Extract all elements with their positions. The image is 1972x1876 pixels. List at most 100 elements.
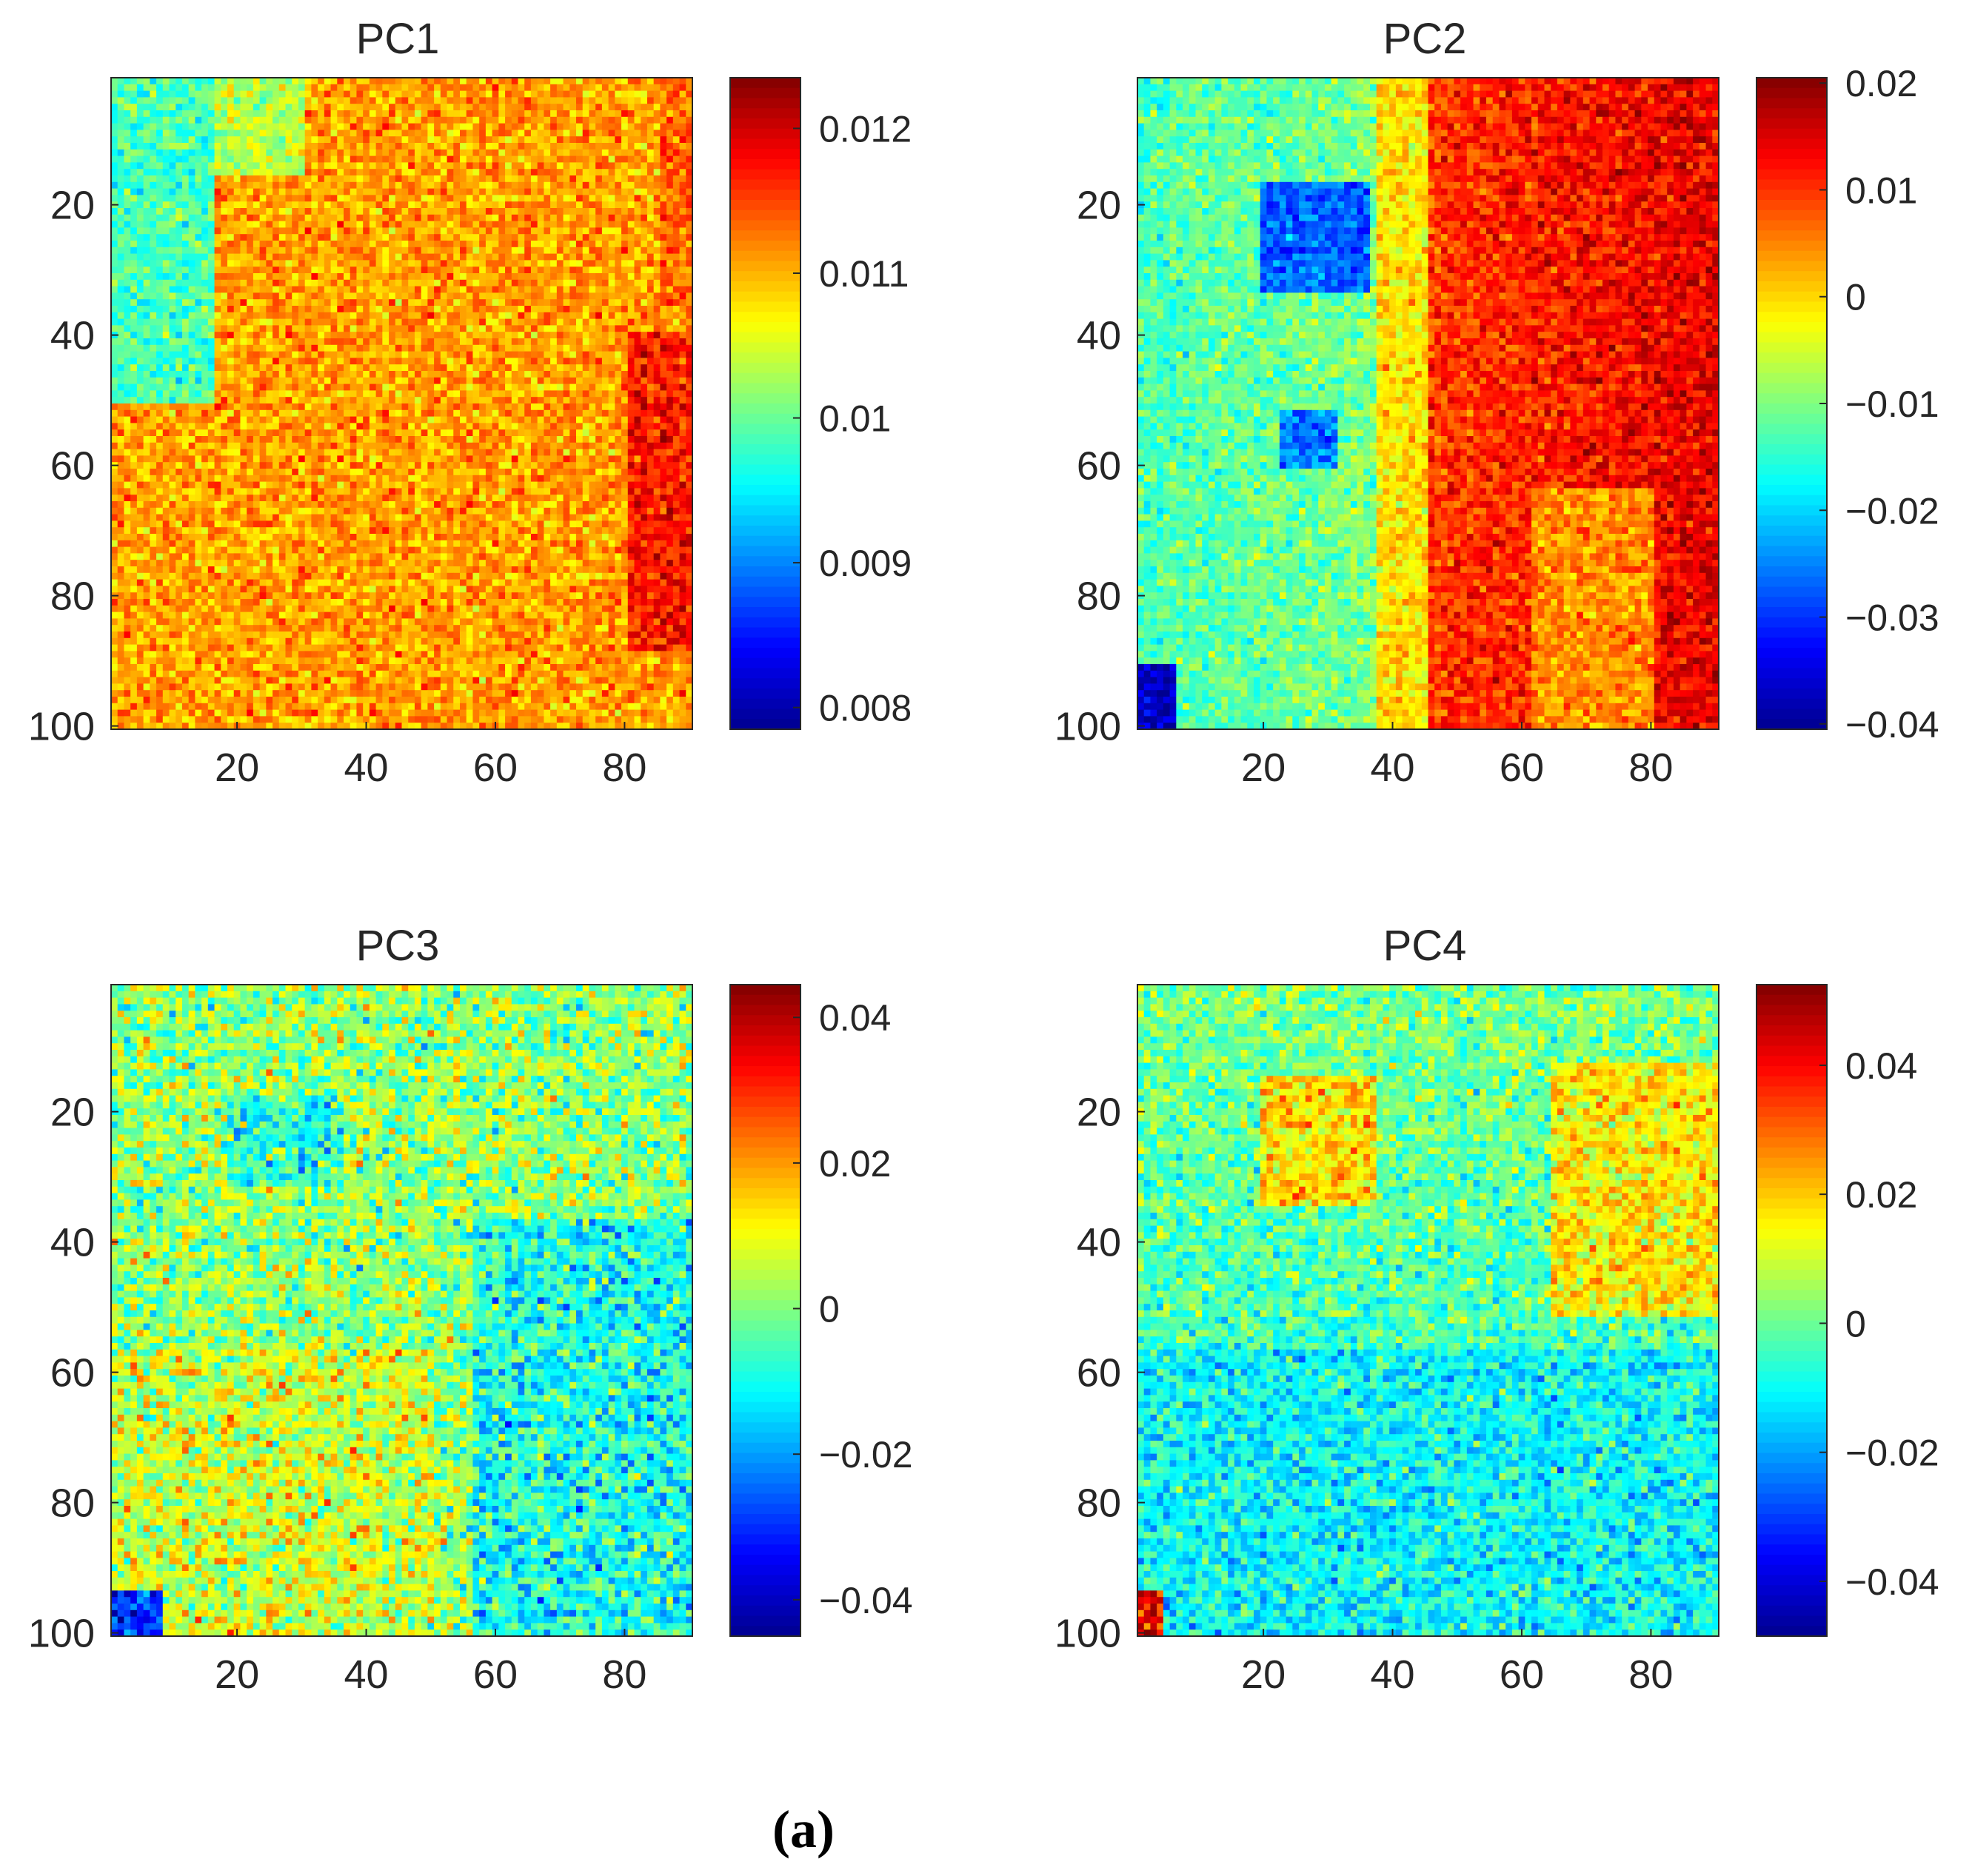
heatmap-cell	[447, 423, 454, 429]
heatmap-cell	[253, 417, 260, 423]
heatmap-cell	[260, 378, 267, 384]
heatmap-cell	[234, 306, 241, 312]
heatmap-cell	[453, 306, 460, 312]
heatmap-cell	[680, 352, 686, 358]
heatmap-cell	[189, 124, 195, 130]
heatmap-cell	[286, 130, 293, 136]
heatmap-cell	[492, 84, 499, 91]
heatmap-cell	[395, 358, 402, 364]
heatmap-cell	[137, 378, 144, 384]
heatmap-cell	[550, 378, 557, 384]
heatmap-cell	[292, 306, 298, 312]
heatmap-cell	[298, 162, 305, 169]
heatmap-cell	[324, 378, 331, 384]
heatmap-cell	[156, 150, 163, 156]
heatmap-cell	[673, 423, 680, 429]
heatmap-cell	[479, 292, 486, 299]
heatmap-cell	[666, 189, 673, 195]
heatmap-cell	[505, 332, 512, 338]
heatmap-cell	[538, 195, 544, 201]
heatmap-cell	[569, 169, 576, 175]
heatmap-cell	[479, 130, 486, 136]
heatmap-cell	[286, 384, 293, 391]
heatmap-cell	[467, 156, 473, 163]
heatmap-cell	[635, 227, 641, 234]
heatmap-cell	[260, 150, 267, 156]
heatmap-cell	[447, 169, 454, 175]
heatmap-cell	[512, 104, 518, 110]
heatmap-cell	[350, 201, 357, 208]
heatmap-cell	[247, 384, 253, 391]
heatmap-cell	[531, 241, 538, 247]
heatmap-cell	[505, 91, 512, 98]
heatmap-cell	[550, 84, 557, 91]
heatmap-cell	[266, 358, 273, 364]
heatmap-cell	[389, 423, 395, 429]
heatmap-cell	[118, 325, 124, 332]
heatmap-cell	[531, 124, 538, 130]
heatmap-cell	[144, 319, 150, 326]
heatmap-cell	[498, 156, 505, 163]
heatmap-cell	[363, 201, 370, 208]
heatmap-cell	[318, 397, 324, 403]
heatmap-cell	[163, 319, 170, 326]
heatmap-cell	[453, 378, 460, 384]
heatmap-cell	[564, 338, 570, 345]
heatmap-cell	[589, 273, 595, 280]
heatmap-cell	[531, 136, 538, 143]
heatmap-cell	[447, 241, 454, 247]
heatmap-cell	[376, 345, 383, 352]
heatmap-cell	[318, 97, 324, 104]
heatmap-cell	[337, 384, 344, 391]
heatmap-cell	[635, 423, 641, 429]
heatmap-cell	[344, 312, 350, 319]
heatmap-cell	[189, 417, 195, 423]
heatmap-cell	[189, 117, 195, 124]
heatmap-cell	[524, 136, 531, 143]
heatmap-cell	[680, 150, 686, 156]
heatmap-cell	[415, 189, 421, 195]
heatmap-cell	[208, 417, 215, 423]
heatmap-cell	[144, 208, 150, 215]
heatmap-cell	[215, 280, 221, 287]
heatmap-cell	[673, 287, 680, 293]
heatmap-cell	[273, 358, 279, 364]
heatmap-cell	[505, 358, 512, 364]
heatmap-cell	[518, 260, 525, 267]
heatmap-cell	[130, 299, 137, 306]
heatmap-cell	[621, 403, 628, 410]
heatmap-cell	[318, 267, 324, 273]
heatmap-cell	[363, 130, 370, 136]
heatmap-cell	[170, 169, 176, 175]
heatmap-cell	[144, 162, 150, 169]
heatmap-cell	[376, 117, 383, 124]
heatmap-cell	[260, 208, 267, 215]
heatmap-cell	[195, 410, 201, 417]
heatmap-cell	[130, 201, 137, 208]
heatmap-cell	[524, 215, 531, 221]
heatmap-cell	[311, 352, 318, 358]
heatmap-cell	[286, 221, 293, 228]
heatmap-cell	[234, 358, 241, 364]
heatmap-cell	[441, 403, 447, 410]
heatmap-cell	[472, 156, 479, 163]
heatmap-cell	[492, 241, 499, 247]
heatmap-cell	[680, 182, 686, 189]
heatmap-cell	[472, 189, 479, 195]
heatmap-cell	[363, 384, 370, 391]
panel-pc1: PC1 20 40 60 8020406080100 0.0080.0090.010.0…	[28, 15, 912, 790]
heatmap-cell	[311, 124, 318, 130]
heatmap-cell	[389, 299, 395, 306]
heatmap-cell	[538, 260, 544, 267]
heatmap-cell	[550, 403, 557, 410]
heatmap-cell	[595, 292, 602, 299]
heatmap-cell	[589, 227, 595, 234]
heatmap-cell	[427, 364, 434, 371]
heatmap-cell	[434, 78, 441, 84]
heatmap-cell	[111, 189, 118, 195]
heatmap-cell	[227, 201, 234, 208]
heatmap-cell	[415, 417, 421, 423]
heatmap-cell	[215, 169, 221, 175]
heatmap-cell	[660, 84, 666, 91]
heatmap-cell	[376, 208, 383, 215]
